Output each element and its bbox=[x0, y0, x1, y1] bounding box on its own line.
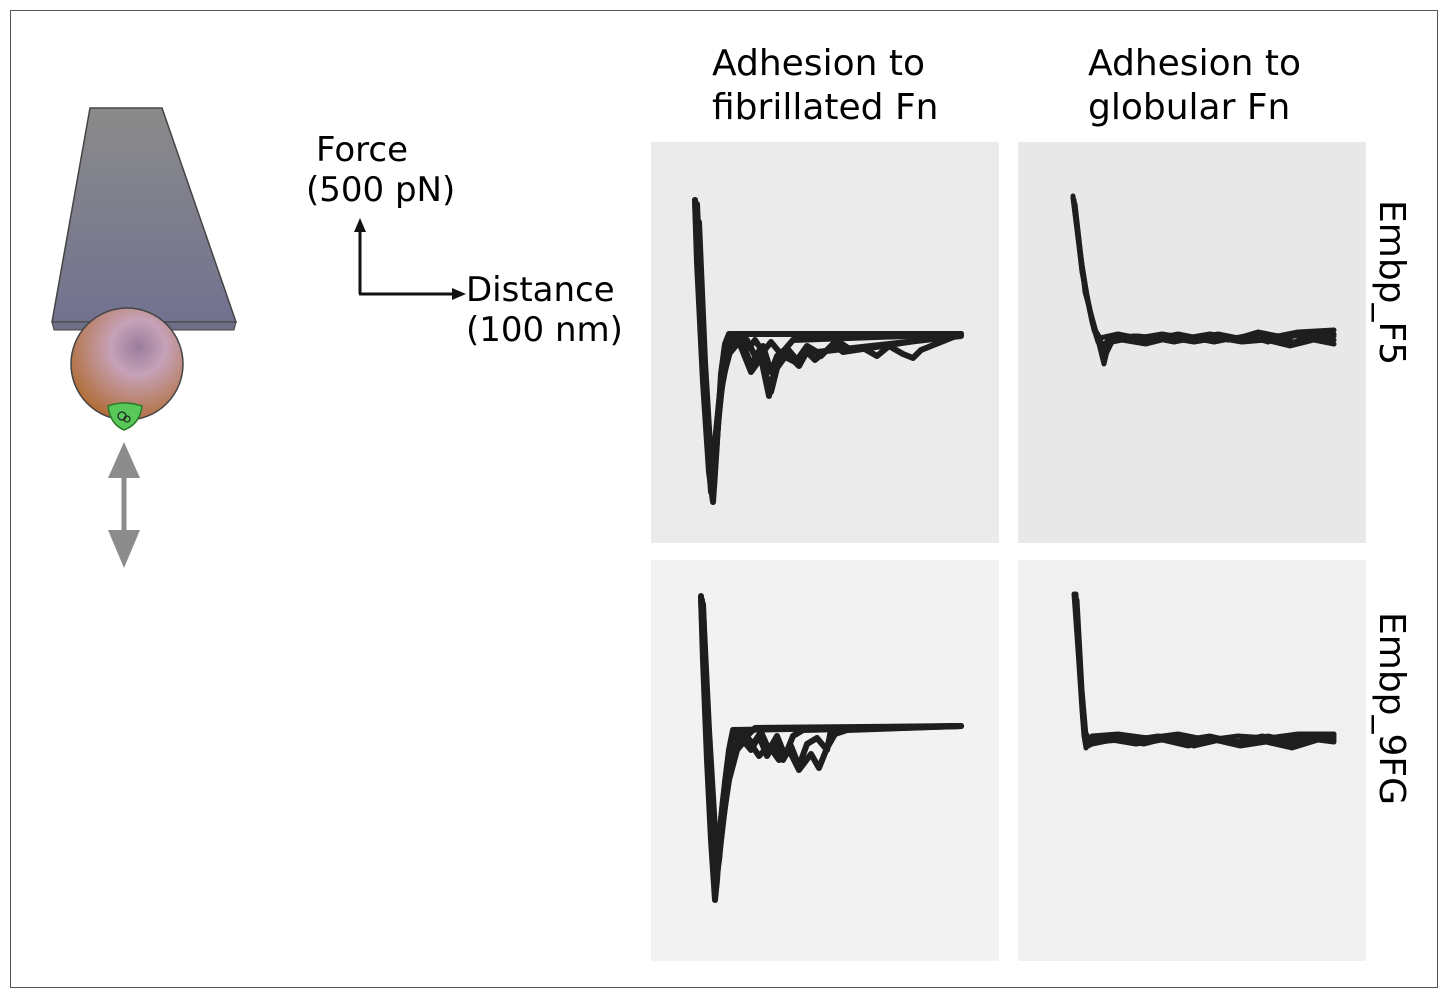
force-curve-plot bbox=[1071, 591, 1337, 751]
distance-value: (100 nm) bbox=[466, 310, 623, 350]
force-value: (500 pN) bbox=[306, 170, 456, 210]
row-label-embp-f5: Embp_F5 bbox=[1371, 200, 1412, 366]
column-header-globular: Adhesion to globular Fn bbox=[1088, 42, 1301, 130]
row-label-embp-9fg: Embp_9FG bbox=[1371, 612, 1412, 806]
distance-label: Distance bbox=[466, 270, 615, 310]
column-header-line1: Adhesion to bbox=[712, 43, 925, 84]
force-curve-plot bbox=[1070, 193, 1337, 367]
column-header-line2: fibrillated Fn bbox=[712, 87, 939, 128]
panel-9fg-fibrillated bbox=[651, 560, 999, 961]
panel-f5-globular bbox=[1018, 142, 1366, 543]
column-header-fibrillated: Adhesion to fibrillated Fn bbox=[712, 42, 938, 130]
force-curve-plot bbox=[692, 197, 964, 505]
panel-f5-fibrillated bbox=[651, 142, 999, 543]
panel-9fg-globular bbox=[1018, 560, 1366, 961]
column-header-line1: Adhesion to bbox=[1088, 43, 1301, 84]
force-curve-plot bbox=[698, 593, 964, 903]
force-label: Force bbox=[316, 130, 408, 170]
column-header-line2: globular Fn bbox=[1088, 87, 1291, 128]
